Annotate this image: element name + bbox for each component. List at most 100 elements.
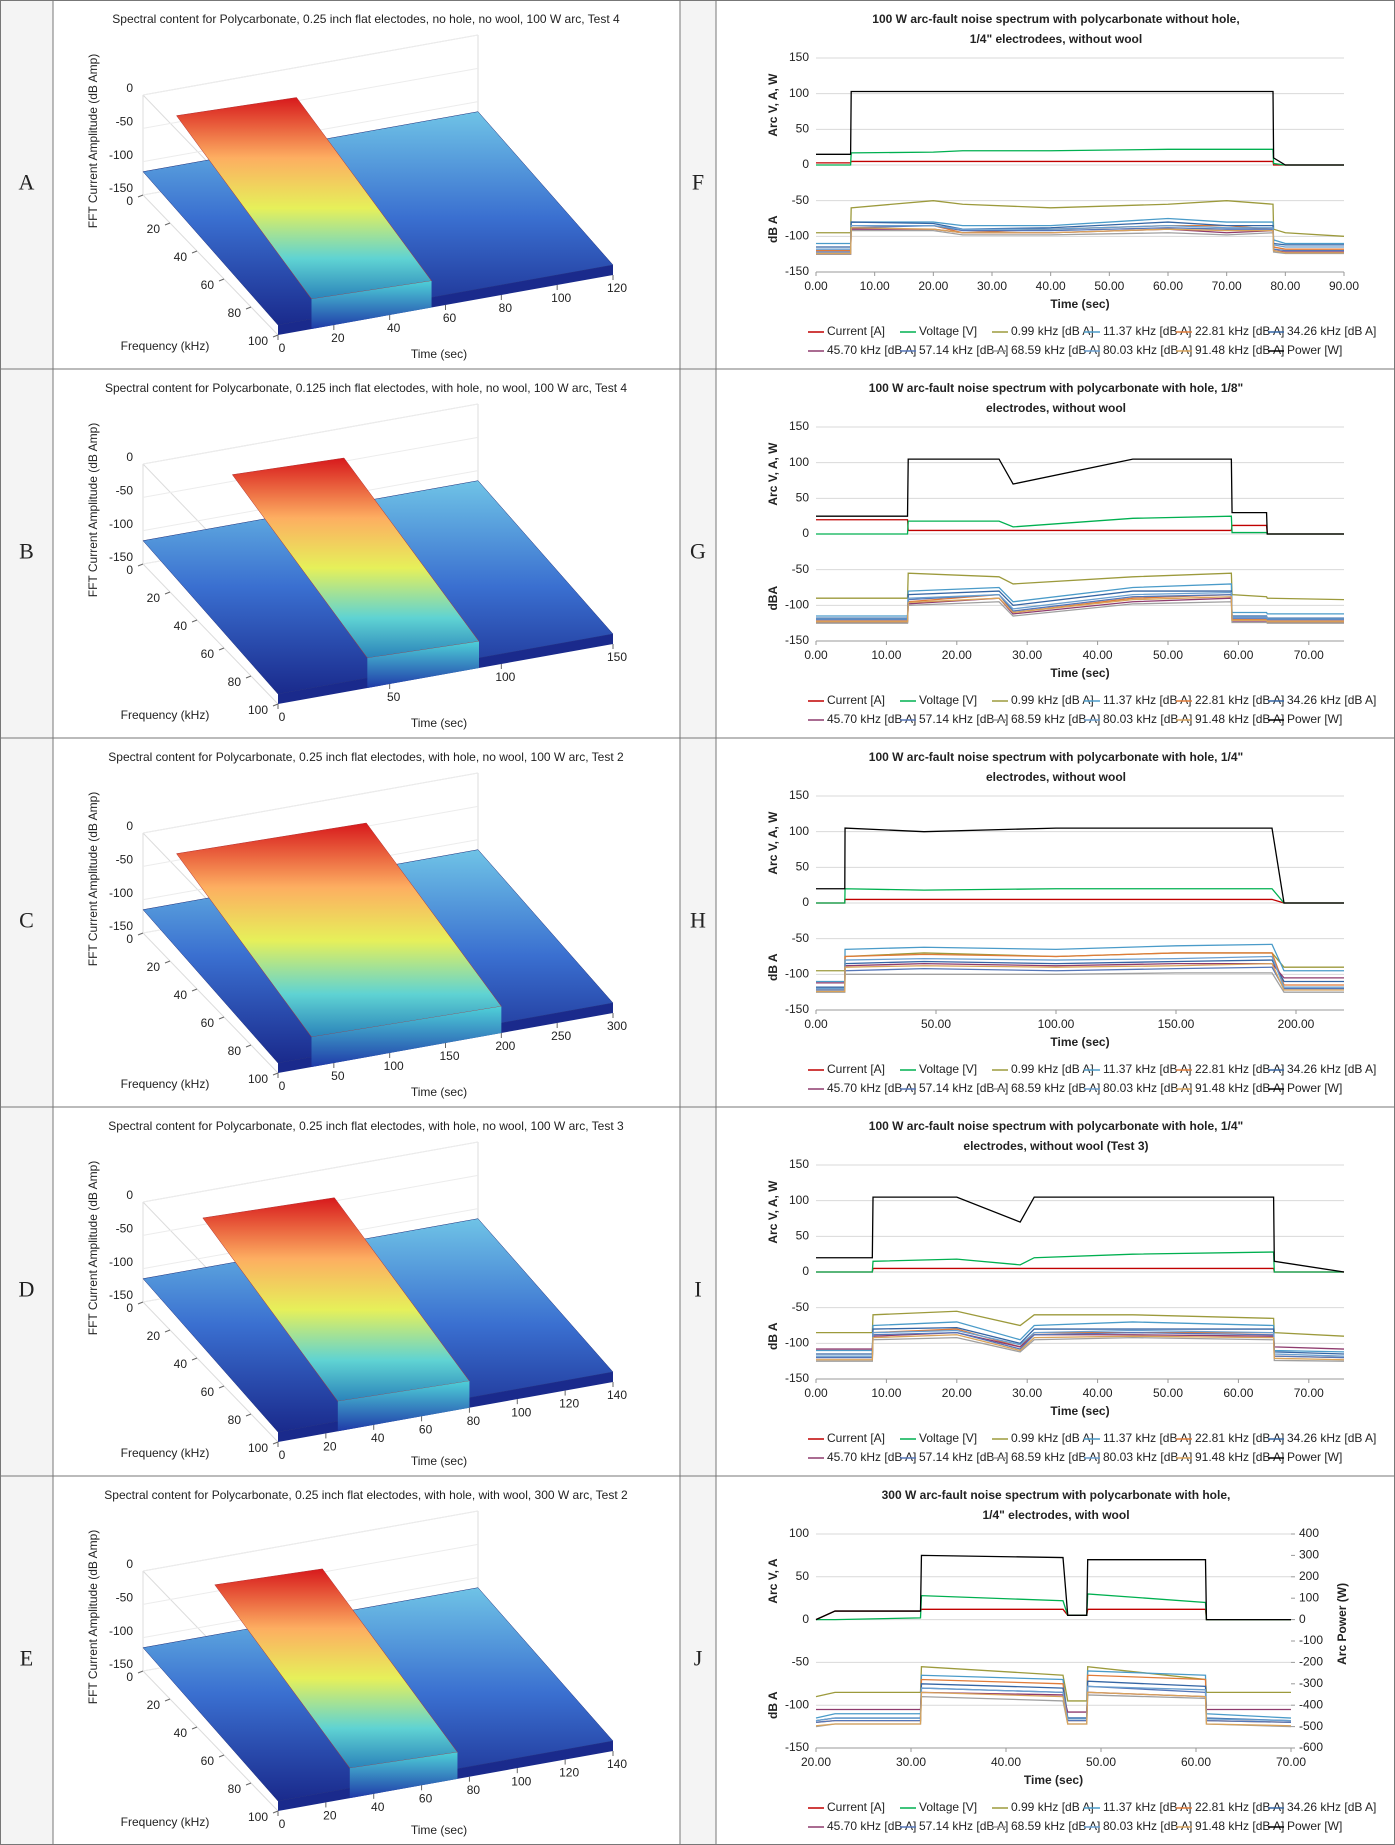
x-tick-label: 60 (419, 1791, 433, 1805)
arc-front-face (311, 280, 432, 329)
legend-label: 57.14 kHz [dB A] (919, 1819, 1008, 1833)
label-column (0, 0, 53, 1845)
x-axis-label: Time (sec) (1050, 297, 1109, 311)
y2-tick-label: -400 (1299, 1697, 1323, 1711)
y-tick-label: 40 (174, 619, 188, 633)
x-tick-label: 80 (467, 1414, 481, 1428)
legend-label: 80.03 kHz [dB A] (1103, 1819, 1192, 1833)
panel-label: F (692, 170, 704, 195)
surface-chart: Spectral content for Polycarbonate, 0.25… (86, 1488, 628, 1837)
legend-label: 11.37 kHz [dB A] (1103, 693, 1192, 707)
z-tick-label: -150 (109, 181, 133, 195)
x-tick-label: 20.00 (942, 648, 972, 662)
legend-label: 91.48 kHz [dB A] (1195, 712, 1284, 726)
y-axis-label: Frequency (kHz) (121, 1446, 210, 1460)
legend-label: 22.81 kHz [dB A] (1195, 1431, 1284, 1445)
legend-label: 57.14 kHz [dB A] (919, 1081, 1008, 1095)
x-tick-label: 150.00 (1158, 1017, 1195, 1031)
x-axis-label: Time (sec) (1050, 1035, 1109, 1049)
z-tick-label: 0 (126, 450, 133, 464)
z-tick-label: -50 (116, 484, 134, 498)
legend-label: 11.37 kHz [dB A] (1103, 1062, 1192, 1076)
y2-tick-label: -300 (1299, 1676, 1323, 1690)
panel-label: H (690, 908, 706, 933)
tick-mark (272, 334, 279, 338)
y2-tick-label: -100 (1299, 1633, 1323, 1647)
y-tick-label: 0 (126, 932, 133, 946)
legend-label: 34.26 kHz [dB A] (1287, 693, 1376, 707)
series-line (816, 1593, 1291, 1621)
legend-label: Current [A] (827, 1800, 885, 1814)
legend-label: 80.03 kHz [dB A] (1103, 1450, 1192, 1464)
line-chart: 100 W arc-fault noise spectrum with poly… (766, 750, 1376, 1095)
arc-front-face (367, 641, 479, 688)
y-tick-label: 20 (147, 591, 161, 605)
y-tick-label: 0 (802, 157, 809, 171)
z-tick-label: 0 (126, 1557, 133, 1571)
x-tick-label: 10.00 (871, 1386, 901, 1400)
tick-mark (137, 1670, 144, 1674)
y-tick-label: 60 (201, 1754, 215, 1768)
legend-label: 0.99 kHz [dB A] (1011, 324, 1094, 338)
x-tick-label: 50 (387, 690, 401, 704)
x-tick-label: 100 (551, 291, 571, 305)
y2-tick-label: 300 (1299, 1548, 1319, 1562)
y-tick-label: -50 (792, 562, 810, 576)
line-chart: 100 W arc-fault noise spectrum with poly… (766, 1119, 1376, 1464)
label-column (680, 0, 716, 1845)
x-tick-label: 250 (551, 1029, 571, 1043)
legend-label: Current [A] (827, 1431, 885, 1445)
y-tick-label: 40 (174, 1357, 188, 1371)
y-tick-label: 50 (796, 122, 810, 136)
x-tick-label: 0.00 (804, 1386, 828, 1400)
y-tick-label: 100 (789, 86, 809, 100)
x-axis-label: Time (sec) (411, 1454, 467, 1468)
y-axis-label: dBA (766, 586, 780, 611)
y-tick-label: -150 (785, 1740, 809, 1754)
y-tick-label: 80 (228, 1413, 242, 1427)
y-tick-label: 50 (796, 491, 810, 505)
x-tick-label: 40 (371, 1800, 385, 1814)
chart-title: Spectral content for Polycarbonate, 0.25… (108, 750, 624, 764)
surface-chart: Spectral content for Polycarbonate, 0.12… (86, 381, 627, 730)
z-tick-label: -50 (116, 1591, 134, 1605)
y-tick-label: 20 (147, 222, 161, 236)
y-tick-label: 100 (248, 703, 268, 717)
x-tick-label: 100 (495, 670, 515, 684)
z-axis-label: FFT Current Amplitude (dB Amp) (86, 1530, 100, 1705)
x-tick-label: 40 (371, 1431, 385, 1445)
y-axis-label: Arc V, A, W (766, 1180, 780, 1244)
legend-label: 68.59 kHz [dB A] (1011, 1081, 1100, 1095)
y-tick-label: -100 (785, 967, 809, 981)
legend-label: 57.14 kHz [dB A] (919, 1450, 1008, 1464)
y-tick-label: 60 (201, 647, 215, 661)
legend-label: Power [W] (1287, 1450, 1342, 1464)
tick-mark (191, 1357, 198, 1361)
x-tick-label: 0 (279, 1079, 286, 1093)
legend-label: 80.03 kHz [dB A] (1103, 712, 1192, 726)
z-tick-label: -100 (109, 148, 133, 162)
x-tick-label: 20.00 (801, 1755, 831, 1769)
x-tick-label: 200 (495, 1039, 515, 1053)
tick-mark (218, 1754, 225, 1758)
tick-mark (218, 1016, 225, 1020)
series-line (816, 1196, 1345, 1273)
y-tick-label: 60 (201, 1385, 215, 1399)
tick-mark (272, 1810, 279, 1814)
legend-label: 80.03 kHz [dB A] (1103, 1081, 1192, 1095)
tick-mark (191, 1726, 198, 1730)
z-tick-label: -100 (109, 886, 133, 900)
z-axis-label: FFT Current Amplitude (dB Amp) (86, 1161, 100, 1336)
tick-mark (245, 1413, 252, 1417)
y-tick-label: 20 (147, 1698, 161, 1712)
box-edge (142, 932, 279, 1074)
panel-label: J (694, 1646, 703, 1671)
tick-mark (137, 932, 144, 936)
chart-title: 1/4" electrodes, with wool (982, 1508, 1129, 1522)
series-line (816, 966, 1344, 991)
legend-label: 22.81 kHz [dB A] (1195, 693, 1284, 707)
y-tick-label: 80 (228, 306, 242, 320)
grid-line (142, 1510, 479, 1572)
chart-title: Spectral content for Polycarbonate, 0.25… (108, 1119, 624, 1133)
panel-label: D (19, 1277, 35, 1302)
